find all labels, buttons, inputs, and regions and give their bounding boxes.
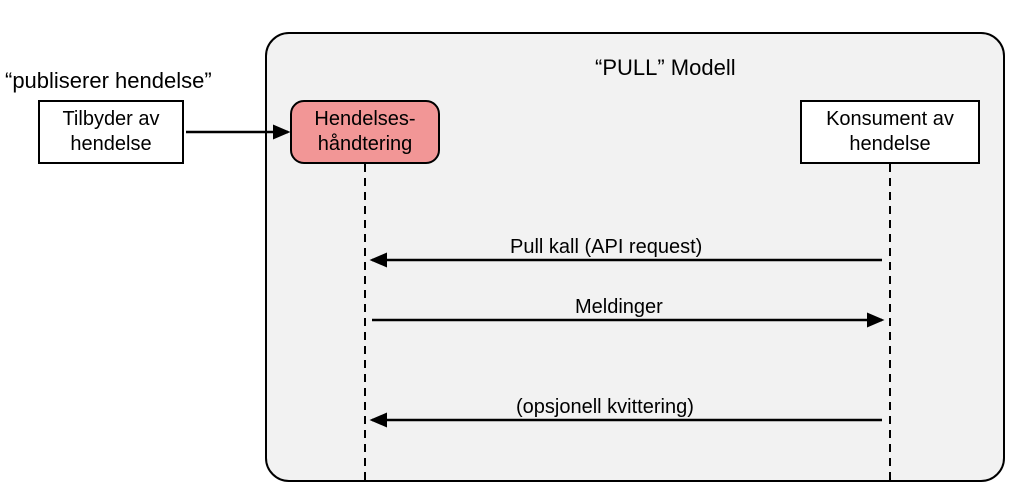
- diagram-canvas: “PULL” Modell “publiserer hendelse” Tilb…: [0, 0, 1024, 503]
- pull-request-label: Pull kall (API request): [510, 236, 702, 259]
- messages-label: Meldinger: [575, 296, 663, 319]
- event-handler-node: Hendelses- håndtering: [290, 100, 440, 164]
- consumer-label: Konsument av hendelse: [802, 107, 978, 157]
- receipt-label: (opsjonell kvittering): [516, 396, 694, 419]
- provider-node: Tilbyder av hendelse: [38, 100, 184, 164]
- event-handler-label: Hendelses- håndtering: [292, 107, 438, 157]
- provider-label: Tilbyder av hendelse: [40, 107, 182, 157]
- container-title: “PULL” Modell: [595, 55, 736, 81]
- consumer-node: Konsument av hendelse: [800, 100, 980, 164]
- publish-annotation: “publiserer hendelse”: [5, 68, 212, 94]
